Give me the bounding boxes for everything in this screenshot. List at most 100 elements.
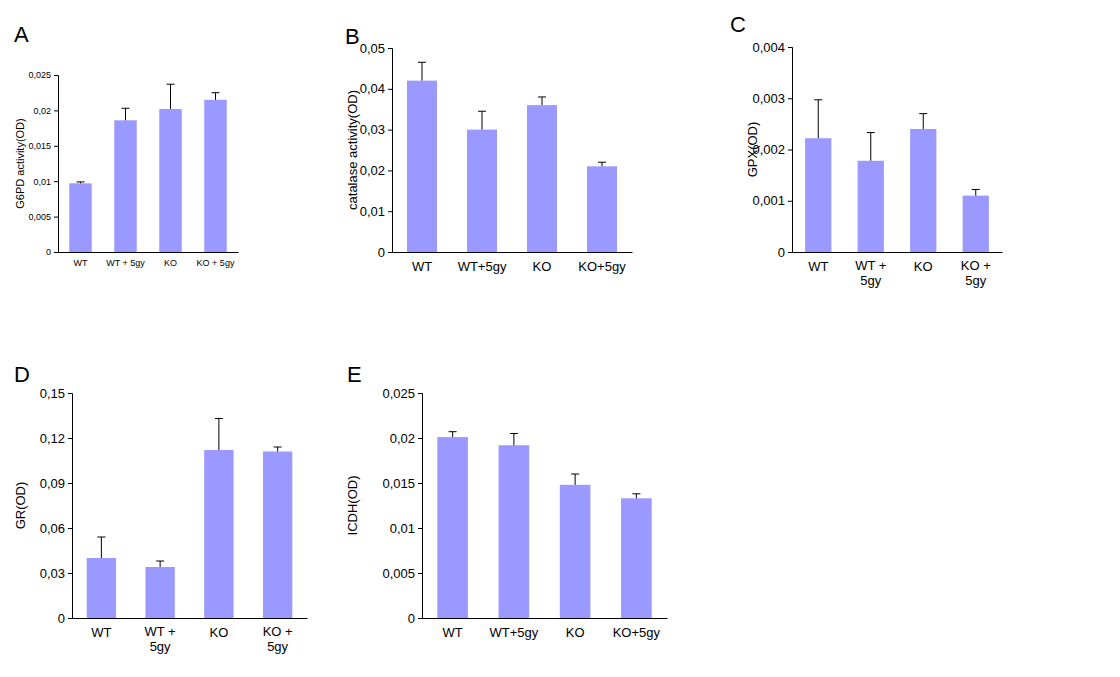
y-axis-title: GR(OD): [13, 482, 28, 530]
y-tick: 0,001: [752, 193, 792, 208]
y-tick: 0: [46, 247, 58, 257]
error-bar-stem: [422, 62, 423, 80]
error-bar-stem: [636, 494, 637, 499]
x-tick: KO+5gy: [578, 252, 626, 274]
y-tick-mark: [68, 393, 72, 394]
bar: [87, 558, 116, 618]
error-bar: [538, 97, 546, 105]
x-tick-label: WT: [443, 625, 463, 640]
y-tick: 0,01: [33, 177, 58, 187]
error-bar-stem: [277, 447, 278, 452]
error-bar: [77, 182, 85, 183]
y-tick: 0,004: [752, 40, 792, 55]
plot-area: [437, 432, 651, 618]
y-tick: 0,005: [28, 212, 58, 222]
error-bar-cap: [867, 132, 875, 133]
y-tick-mark: [788, 150, 792, 151]
y-tick-mark: [788, 98, 792, 99]
bar: [145, 567, 174, 618]
x-tick: KO + 5gy: [197, 252, 235, 268]
x-tick: WT: [91, 618, 111, 640]
x-tick: WT + 5gy: [106, 252, 145, 268]
error-bar: [274, 447, 282, 452]
y-axis: 0 0,005 0,01 0,015 0,02 0,025: [28, 70, 58, 257]
x-tick-label: KO + 5gy: [197, 258, 235, 268]
y-tick: 0: [58, 611, 72, 626]
y-tick-label: 0,05: [360, 41, 385, 56]
bar: [858, 161, 884, 252]
chart-panel: C00,0010,0020,0030,004WTWT +5gyKOKO +5gy…: [730, 12, 1003, 288]
y-axis-title: G6PD activity(OD): [14, 118, 26, 208]
y-tick-mark: [54, 146, 58, 147]
y-tick-mark: [788, 201, 792, 202]
x-tick-label: WT: [412, 259, 432, 274]
y-tick-label: 0: [58, 611, 65, 626]
error-bar-cap: [632, 493, 640, 494]
x-tick: KO: [566, 618, 585, 640]
bar: [527, 105, 557, 252]
bar: [499, 445, 530, 618]
y-tick: 0,025: [28, 70, 58, 80]
y-tick-mark: [418, 438, 422, 439]
panel-title: A: [14, 22, 29, 47]
plot-area: [87, 419, 293, 619]
y-tick-mark: [388, 130, 392, 131]
error-bar: [122, 108, 130, 120]
plot-area: [407, 62, 617, 252]
y-tick: 0,06: [40, 521, 72, 536]
y-tick-label: 0,06: [40, 521, 65, 536]
x-tick-label: WT+5gy: [458, 259, 507, 274]
chart-panel: E00,0050,010,0150,020,025WTWT+5gyKOKO+5g…: [345, 362, 668, 640]
y-tick-label: 0,15: [40, 386, 65, 401]
x-tick: WT: [412, 252, 432, 274]
y-tick-label: 0,001: [752, 193, 785, 208]
bar: [69, 183, 92, 252]
y-tick: 0,02: [390, 431, 422, 446]
error-bar: [510, 434, 518, 446]
y-tick: 0,01: [360, 204, 392, 219]
y-tick: 0,05: [360, 41, 392, 56]
y-tick-label: 0,09: [40, 476, 65, 491]
error-bar-stem: [482, 111, 483, 129]
panel-title: B: [345, 24, 360, 49]
error-bar-cap: [478, 111, 486, 112]
y-tick-label: 0,005: [382, 566, 415, 581]
error-bar-stem: [818, 100, 819, 138]
error-bar-stem: [575, 474, 576, 485]
x-tick-label: KO: [914, 259, 933, 274]
error-bar-cap: [156, 561, 164, 562]
error-bar-stem: [218, 419, 219, 451]
x-tick-label: WT +5gy: [145, 624, 176, 655]
x-tick-label: WT: [808, 259, 828, 274]
bar: [437, 437, 468, 618]
y-tick: 0,01: [390, 521, 422, 536]
y-axis-line: [68, 394, 73, 619]
y-tick: 0: [778, 245, 792, 260]
x-axis-line: [73, 618, 308, 619]
y-tick: 0,02: [360, 163, 392, 178]
y-tick-label: 0,01: [390, 521, 415, 536]
error-bar-stem: [602, 162, 603, 166]
y-tick-mark: [418, 393, 422, 394]
bar: [467, 130, 497, 252]
y-axis-title: ICDH(OD): [345, 476, 360, 536]
y-tick: 0,09: [40, 476, 72, 491]
error-bar-cap: [274, 447, 282, 448]
y-tick-label: 0,02: [390, 431, 415, 446]
x-tick-label: KO+5gy: [613, 625, 661, 640]
y-tick: 0,03: [360, 122, 392, 137]
x-tick-label: KO: [209, 625, 228, 640]
y-tick-mark: [788, 252, 792, 253]
y-tick: 0,02: [33, 106, 58, 116]
error-bar-stem: [215, 93, 216, 100]
x-axis-line: [423, 618, 668, 619]
y-axis-line: [388, 49, 393, 253]
bar: [587, 166, 617, 252]
y-tick-mark: [388, 211, 392, 212]
error-bar: [167, 84, 175, 109]
y-tick-label: 0,015: [28, 141, 51, 151]
error-bar-cap: [598, 162, 606, 163]
y-tick-label: 0,03: [40, 566, 65, 581]
y-tick: 0,04: [360, 81, 392, 96]
error-bar: [571, 474, 579, 485]
